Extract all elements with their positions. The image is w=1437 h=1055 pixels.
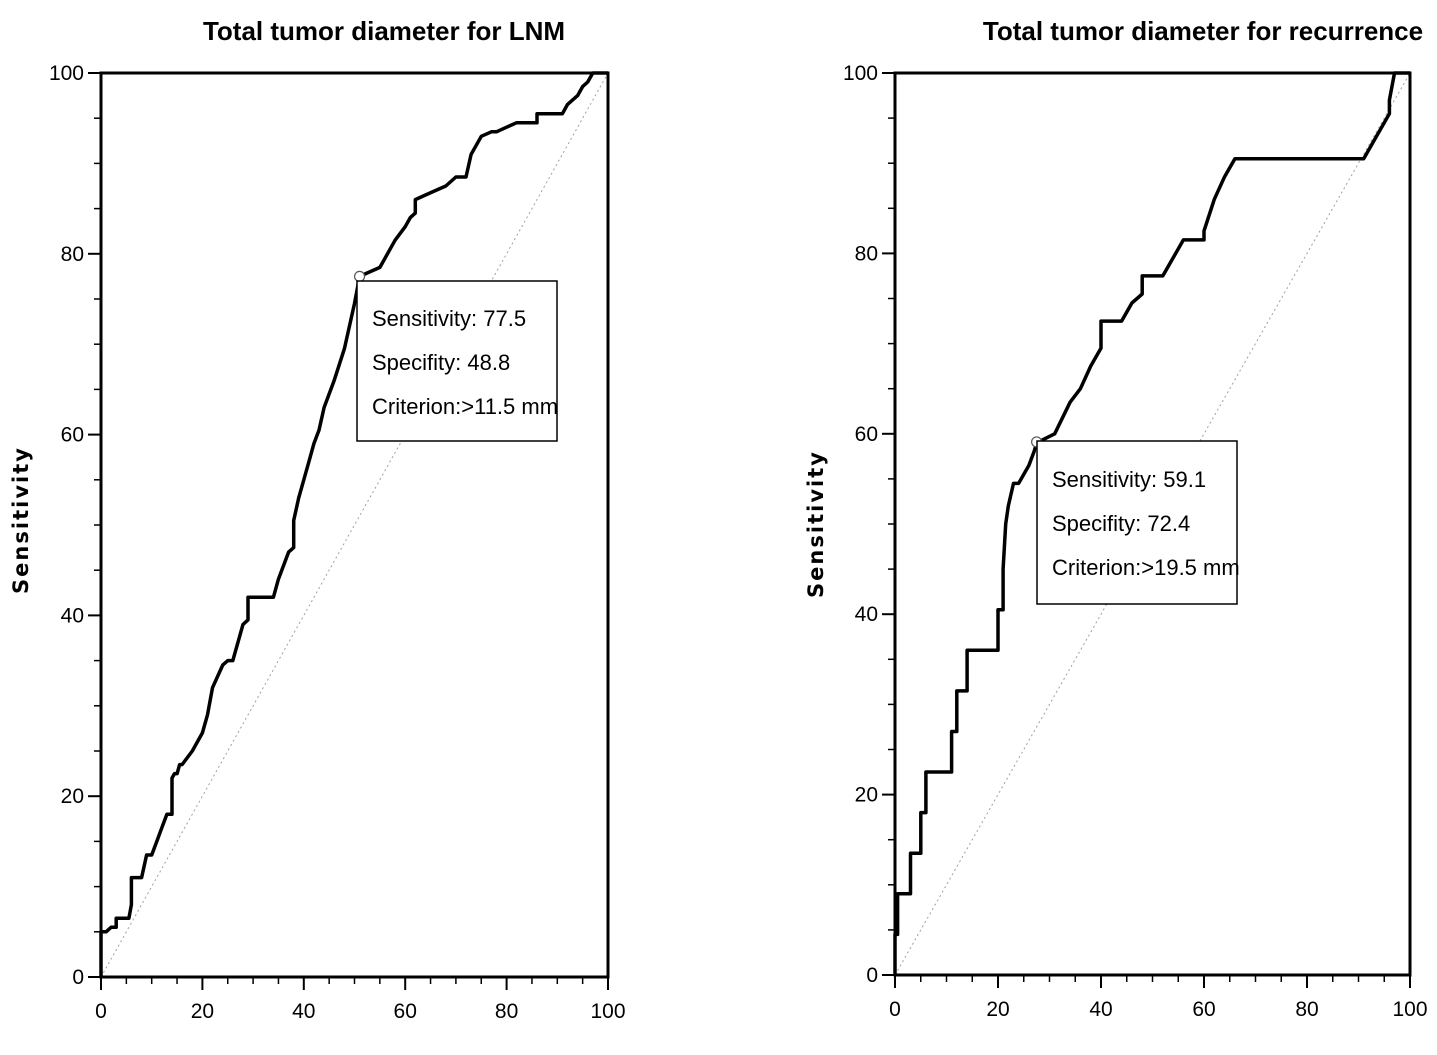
plot-frame	[893, 71, 1412, 977]
plot-frame	[99, 71, 610, 979]
x-tick-label: 0	[889, 998, 901, 1021]
x-tick-label: 100	[590, 1000, 625, 1023]
y-tick-label: 100	[49, 62, 84, 85]
y-tick-label: 40	[855, 603, 878, 626]
annotation-box: Sensitivity: 59.1 Specifity: 72.4 Criter…	[1036, 440, 1240, 605]
roc-curve	[99, 71, 608, 977]
x-tick-label: 20	[986, 998, 1009, 1021]
annotation-criterion: Criterion:>19.5 mm	[1052, 555, 1240, 580]
annotation-sensitivity: Sensitivity: 59.1	[1052, 467, 1206, 492]
annotation-box: Sensitivity: 77.5 Specifity: 48.8 Criter…	[356, 280, 558, 442]
annotation-specifity: Specifity: 72.4	[1052, 511, 1190, 536]
y-tick-label: 60	[855, 423, 878, 446]
x-tick-label: 60	[394, 1000, 417, 1023]
x-tick-label: 40	[1089, 998, 1112, 1021]
y-tick-label: 40	[61, 604, 84, 627]
roc-panel-lnm: Total tumor diameter for LNM Sensitivity…	[9, 16, 626, 1023]
y-tick-label: 20	[855, 784, 878, 807]
y-axis-label: Sensitivity	[804, 450, 828, 598]
tick-group: 0 20 40 60 80 100 0 20 40 60 80 100	[843, 62, 1428, 1021]
roc-panel-recurrence: Total tumor diameter for recurrence Sens…	[804, 16, 1428, 1021]
annotation-frame	[356, 280, 558, 442]
x-tick-label: 80	[495, 1000, 518, 1023]
y-tick-label: 0	[866, 964, 878, 987]
chart-title: Total tumor diameter for LNM	[203, 16, 565, 46]
annotation-frame	[1036, 440, 1238, 605]
x-tick-label: 60	[1192, 998, 1215, 1021]
x-tick-label: 40	[292, 1000, 315, 1023]
y-tick-label: 100	[843, 62, 878, 85]
reference-line	[894, 72, 1411, 976]
cutoff-marker	[353, 270, 366, 282]
y-tick-label: 60	[61, 424, 84, 447]
x-tick-label: 100	[1392, 998, 1427, 1021]
y-tick-label: 80	[61, 243, 84, 266]
y-tick-label: 80	[855, 242, 878, 265]
annotation-criterion: Criterion:>11.5 mm	[372, 394, 558, 419]
x-tick-label: 0	[95, 1000, 107, 1023]
annotation-sensitivity: Sensitivity: 77.5	[372, 306, 526, 331]
y-tick-label: 0	[72, 966, 84, 989]
reference-line	[100, 72, 609, 978]
y-axis-label: Sensitivity	[9, 446, 33, 594]
x-tick-label: 80	[1295, 998, 1318, 1021]
annotation-specifity: Specifity: 48.8	[372, 350, 510, 375]
y-tick-label: 20	[61, 785, 84, 808]
chart-title: Total tumor diameter for recurrence	[983, 16, 1423, 46]
x-tick-label: 20	[191, 1000, 214, 1023]
